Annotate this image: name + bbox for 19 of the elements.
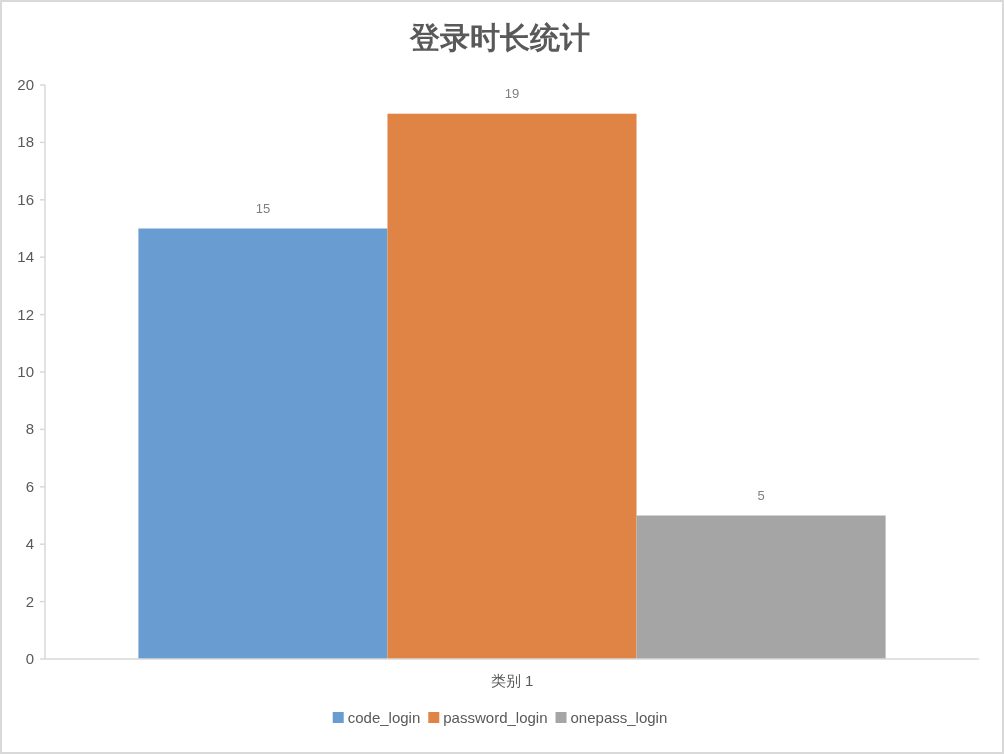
- y-tick-label: 18: [17, 133, 34, 151]
- x-tick-label: 类别 1: [490, 672, 534, 689]
- y-tick-label: 4: [25, 535, 34, 553]
- legend-label: code_login: [347, 709, 421, 726]
- data-label: 19: [504, 85, 520, 101]
- y-tick-label: 16: [17, 190, 34, 208]
- y-tick-label: 8: [25, 420, 34, 438]
- title: 登录时长统计: [410, 21, 590, 54]
- y-tick-label: 0: [25, 650, 34, 667]
- y-tick-label: 10: [17, 363, 34, 380]
- y-tick-label: 2: [25, 592, 34, 610]
- y-tick-label: 6: [25, 477, 34, 495]
- y-tick-label: 14: [17, 248, 34, 266]
- y-tick-label: 12: [17, 305, 34, 323]
- data-label: 5: [757, 487, 765, 503]
- legend-label: onepass_login: [570, 709, 668, 726]
- y-tick-label: 20: [17, 76, 34, 93]
- legend-label: password_login: [443, 709, 548, 726]
- data-label: 15: [255, 200, 271, 216]
